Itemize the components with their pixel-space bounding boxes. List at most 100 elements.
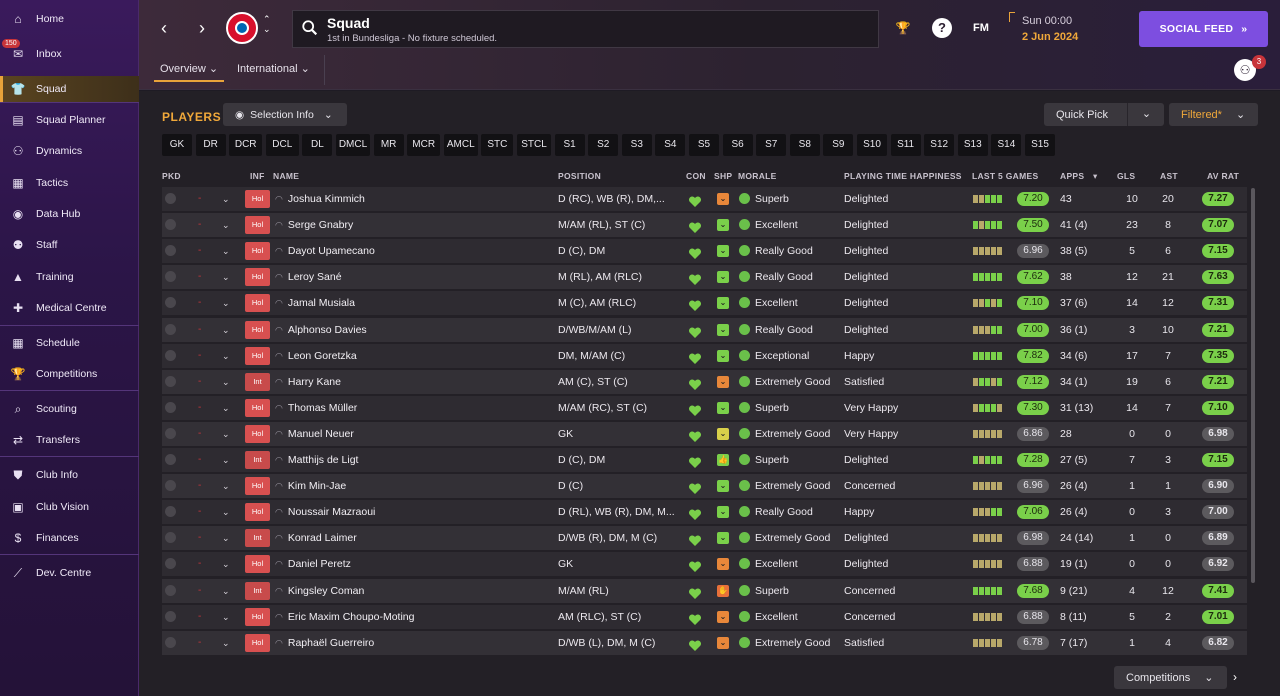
col-morale[interactable]: MORALE	[738, 171, 777, 181]
table-row[interactable]: - ⌄ Hol Eric Maxim Choupo-Moting AM (RLC), S…	[162, 604, 1247, 629]
col-position[interactable]: POSITION	[558, 171, 602, 181]
table-row[interactable]: - ⌄ Hol Noussair Mazraoui D (RL), WB (R), DM…	[162, 500, 1247, 525]
table-row[interactable]: - ⌄ Int Harry Kane AM (C), ST (C) ⌄ Extremely …	[162, 369, 1247, 394]
table-row[interactable]: - ⌄ Hol Thomas Müller M/AM (RC), ST (C) ⌄ Supe…	[162, 395, 1247, 420]
row-dropdown-icon[interactable]: ⌄	[222, 428, 230, 439]
sidebar-item-data-hub[interactable]: ◉ Data Hub	[0, 201, 139, 227]
help-icon[interactable]: ?	[932, 18, 952, 38]
pick-checkbox[interactable]	[165, 558, 176, 570]
back-arrow-icon[interactable]: ‹	[161, 18, 167, 38]
sidebar-item-competitions[interactable]: 🏆 Competitions	[0, 361, 139, 387]
player-name[interactable]: Noussair Mazraoui	[275, 500, 376, 524]
col-apps[interactable]: APPS ▾	[1060, 171, 1098, 181]
row-dropdown-icon[interactable]: ⌄	[222, 611, 230, 622]
table-row[interactable]: - ⌄ Hol Dayot Upamecano D (C), DM ⌄ Really Goo…	[162, 239, 1247, 264]
position-filter-s11[interactable]: S11	[890, 134, 921, 156]
forward-arrow-icon[interactable]: ›	[199, 18, 205, 38]
row-dropdown-icon[interactable]: ⌄	[222, 507, 230, 518]
player-name[interactable]: Serge Gnabry	[275, 213, 353, 237]
player-name[interactable]: Konrad Laimer	[275, 526, 357, 550]
col-last5[interactable]: LAST 5 GAMES	[972, 171, 1039, 181]
col-pkd[interactable]: PKD	[162, 171, 181, 181]
quick-pick-dropdown-icon[interactable]: ⌄	[1127, 103, 1165, 126]
pick-checkbox[interactable]	[165, 219, 176, 231]
row-dropdown-icon[interactable]: ⌄	[222, 298, 230, 309]
player-name[interactable]: Matthijs de Ligt	[275, 448, 359, 472]
pick-checkbox[interactable]	[165, 245, 176, 257]
search-box[interactable]: Squad 1st in Bundesliga - No fixture sch…	[292, 10, 879, 48]
sidebar-item-squad[interactable]: 👕 Squad	[0, 76, 139, 102]
sidebar-item-scouting[interactable]: ⌕ Scouting	[0, 396, 139, 422]
player-name[interactable]: Thomas Müller	[275, 396, 357, 420]
player-name[interactable]: Alphonso Davies	[275, 318, 367, 342]
pick-checkbox[interactable]	[165, 454, 176, 465]
col-shp[interactable]: SHP	[714, 171, 733, 181]
sidebar-item-dev-centre[interactable]: ⟋ Dev. Centre	[0, 560, 139, 586]
player-name[interactable]: Eric Maxim Choupo-Moting	[275, 605, 415, 629]
row-dropdown-icon[interactable]: ⌄	[222, 559, 230, 570]
row-dropdown-icon[interactable]: ⌄	[222, 324, 230, 335]
player-name[interactable]: Kim Min-Jae	[275, 474, 346, 498]
sidebar-item-squad-planner[interactable]: ▤ Squad Planner	[0, 107, 139, 133]
row-dropdown-icon[interactable]: ⌄	[222, 272, 230, 283]
row-dropdown-icon[interactable]: ⌄	[222, 220, 230, 231]
pick-checkbox[interactable]	[165, 480, 176, 492]
filter-button[interactable]: Filtered* ⌄	[1169, 103, 1258, 126]
player-name[interactable]: Manuel Neuer	[275, 422, 354, 446]
position-filter-s4[interactable]: S4	[655, 134, 686, 156]
position-filter-dcl[interactable]: DCL	[265, 134, 299, 156]
pick-checkbox[interactable]	[165, 349, 176, 361]
pick-checkbox[interactable]	[165, 610, 176, 622]
col-con[interactable]: CON	[686, 171, 706, 181]
position-filter-mcr[interactable]: MCR	[407, 134, 441, 156]
player-name[interactable]: Daniel Peretz	[275, 552, 351, 576]
next-arrow-icon[interactable]: ›	[1233, 670, 1237, 684]
pick-checkbox[interactable]	[165, 532, 176, 544]
sidebar-item-dynamics[interactable]: ⚇ Dynamics	[0, 138, 139, 164]
position-filter-amcl[interactable]: AMCL	[443, 134, 478, 156]
col-name[interactable]: NAME	[273, 171, 300, 181]
player-name[interactable]: Leon Goretzka	[275, 344, 357, 368]
sidebar-item-inbox[interactable]: ✉ Inbox	[0, 41, 139, 67]
row-dropdown-icon[interactable]: ⌄	[222, 194, 230, 204]
position-filter-s6[interactable]: S6	[722, 134, 753, 156]
position-filter-dr[interactable]: DR	[195, 134, 226, 156]
col-gls[interactable]: GLS	[1117, 171, 1136, 181]
pick-checkbox[interactable]	[165, 271, 176, 283]
sidebar-item-home[interactable]: ⌂ Home	[0, 6, 139, 32]
table-row[interactable]: - ⌄ Int Konrad Laimer D/WB (R), DM, M (C) ⌄ Ex…	[162, 526, 1247, 551]
quick-pick-button[interactable]: Quick Pick	[1044, 103, 1164, 126]
table-row[interactable]: - ⌄ Hol Manuel Neuer GK ⌄ Extremely Good Very H…	[162, 421, 1247, 446]
player-name[interactable]: Harry Kane	[275, 370, 341, 394]
selection-info-button[interactable]: ◉ Selection Info ⌄	[223, 103, 347, 126]
pick-checkbox[interactable]	[165, 506, 176, 518]
position-filter-s7[interactable]: S7	[756, 134, 787, 156]
position-filter-s2[interactable]: S2	[588, 134, 619, 156]
tab-overview[interactable]: Overview ⌄	[153, 63, 225, 82]
position-filter-s14[interactable]: S14	[991, 134, 1022, 156]
player-name[interactable]: Kingsley Coman	[275, 579, 364, 603]
pick-checkbox[interactable]	[165, 323, 176, 335]
pick-checkbox[interactable]	[165, 584, 176, 596]
position-filter-s10[interactable]: S10	[857, 134, 887, 156]
club-switch-icon[interactable]: ⌃ ⌄	[263, 14, 271, 34]
table-row[interactable]: - ⌄ Int Kingsley Coman M/AM (RL) ✋ Superb Conce…	[162, 578, 1247, 603]
position-filter-s5[interactable]: S5	[689, 134, 719, 156]
social-feed-button[interactable]: SOCIAL FEED»	[1139, 11, 1268, 47]
sidebar-item-transfers[interactable]: ⇄ Transfers	[0, 427, 139, 453]
club-logo[interactable]	[226, 12, 258, 44]
position-filter-s8[interactable]: S8	[789, 134, 820, 156]
pick-checkbox[interactable]	[165, 297, 176, 309]
table-row[interactable]: - ⌄ Hol Serge Gnabry M/AM (RL), ST (C) ⌄ Excel…	[162, 213, 1247, 238]
player-name[interactable]: Raphaël Guerreiro	[275, 631, 374, 655]
position-filter-dl[interactable]: DL	[302, 134, 333, 156]
position-filter-dcr[interactable]: DCR	[229, 134, 263, 156]
scrollbar[interactable]	[1251, 188, 1255, 583]
pick-checkbox[interactable]	[165, 636, 176, 648]
row-dropdown-icon[interactable]: ⌄	[222, 455, 230, 465]
table-row[interactable]: - ⌄ Hol Daniel Peretz GK ⌄ Excellent Delighted 6…	[162, 552, 1247, 577]
player-name[interactable]: Leroy Sané	[275, 265, 342, 289]
sidebar-item-club-vision[interactable]: ▣ Club Vision	[0, 494, 139, 520]
sidebar-item-staff[interactable]: ⚉ Staff	[0, 232, 139, 258]
table-row[interactable]: - ⌄ Hol Alphonso Davies D/WB/M/AM (L) ⌄ Really…	[162, 317, 1247, 342]
